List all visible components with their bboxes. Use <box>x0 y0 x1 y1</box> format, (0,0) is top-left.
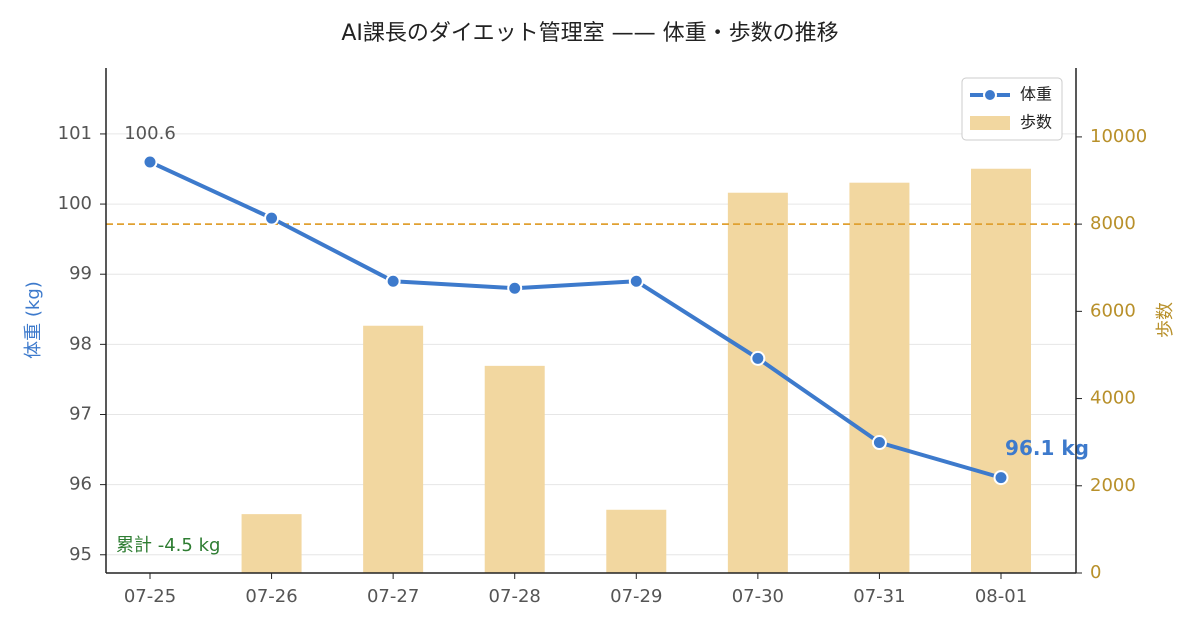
x-tick-label: 08-01 <box>975 586 1027 607</box>
bar <box>849 182 910 574</box>
y-tick-label: 97 <box>69 403 92 424</box>
y2-tick-label: 4000 <box>1090 388 1136 409</box>
y2-tick-label: 0 <box>1090 562 1101 583</box>
legend-swatch <box>970 116 1010 130</box>
legend-marker <box>983 88 997 102</box>
value-label: 100.6 <box>124 123 176 144</box>
y-tick-label: 95 <box>69 544 92 565</box>
y-tick-label: 96 <box>69 474 92 495</box>
y2-tick-label: 6000 <box>1090 300 1136 321</box>
bar <box>484 365 545 573</box>
bar <box>363 325 424 573</box>
point <box>871 435 887 451</box>
point <box>142 154 158 170</box>
value-label: 96.1 kg <box>1005 436 1089 460</box>
bar <box>606 509 667 573</box>
y2-tick-label: 2000 <box>1090 475 1136 496</box>
point <box>385 273 401 289</box>
chart-title: AI課長のダイエット管理室 —— 体重・歩数の推移 <box>341 21 838 46</box>
legend-label: 体重 <box>1020 85 1052 104</box>
x-tick-label: 07-31 <box>853 586 905 607</box>
x-tick-label: 07-25 <box>124 586 176 607</box>
annotation: 累計 -4.5 kg <box>116 535 220 556</box>
y2-tick-label: 10000 <box>1090 126 1147 147</box>
legend-label: 歩数 <box>1020 113 1052 132</box>
line <box>149 160 1002 480</box>
point <box>993 470 1009 486</box>
bar <box>241 514 302 573</box>
y-tick-label: 100 <box>58 193 92 214</box>
point <box>264 210 280 226</box>
bar <box>727 192 788 573</box>
y-tick-label: 99 <box>69 263 92 284</box>
y2-tick-label: 8000 <box>1090 213 1136 234</box>
x-tick-label: 07-26 <box>245 586 297 607</box>
x-tick-label: 07-28 <box>489 586 541 607</box>
y-axis-label: 体重 (kg) <box>23 281 44 359</box>
y-tick-label: 101 <box>58 123 92 144</box>
point <box>750 350 766 366</box>
y-tick-label: 98 <box>69 333 92 354</box>
x-tick-label: 07-27 <box>367 586 419 607</box>
x-tick-label: 07-30 <box>732 586 784 607</box>
point <box>507 280 523 296</box>
y2-axis-label: 歩数 <box>1155 302 1176 338</box>
x-tick-label: 07-29 <box>610 586 662 607</box>
point <box>628 273 644 289</box>
bar <box>971 168 1031 573</box>
